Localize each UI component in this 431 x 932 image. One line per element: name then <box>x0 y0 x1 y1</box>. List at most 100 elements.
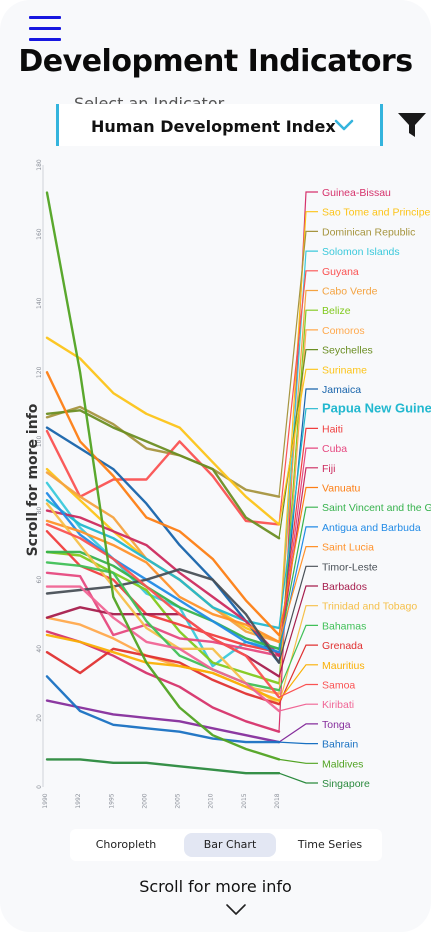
series-label: Saint Vincent and the Grenadines <box>322 502 431 514</box>
series-label: Solomon Islands <box>322 246 400 258</box>
hamburger-menu-icon[interactable] <box>29 16 61 44</box>
series-label: Dominican Republic <box>322 226 415 238</box>
tab-choropleth[interactable]: Choropleth <box>95 838 157 851</box>
series-connector <box>278 585 318 677</box>
series-label: Antigua and Barbuda <box>322 522 421 534</box>
series-line <box>45 699 281 744</box>
series-label: Papua New Guinea <box>322 401 431 416</box>
chevron-down-icon[interactable] <box>225 903 247 917</box>
series-line <box>45 647 281 706</box>
y-tick-label: 120 <box>36 366 43 378</box>
y-tick-label: 140 <box>36 297 43 309</box>
series-connector <box>278 368 318 525</box>
y-tick-label: 60 <box>36 576 43 584</box>
view-tabs: Choropleth Bar Chart Time Series <box>70 829 382 861</box>
series-connector <box>278 624 318 691</box>
series-connector <box>278 741 318 745</box>
series-connector <box>278 427 318 653</box>
series-connector <box>278 408 318 629</box>
series-line <box>45 492 281 654</box>
series-connector <box>278 546 318 643</box>
series-connector <box>278 486 318 636</box>
x-tick-label: 2005 <box>175 793 182 808</box>
series-label: Barbados <box>322 581 367 593</box>
y-axis-title: Scroll for more info <box>25 403 41 557</box>
series-label: Mauritius <box>322 660 365 672</box>
x-tick-label: 1995 <box>108 793 115 808</box>
page-title: Development Indicators <box>18 44 413 79</box>
indicator-select-value: Human Development Index <box>91 117 336 136</box>
series-connector <box>278 683 318 698</box>
line-chart: 0 20 40 60 80 100 120 140 160 180 1990 1992 1995 2000… <box>36 159 431 809</box>
series-label: Trinidad and Tobago <box>322 601 417 613</box>
series-label: Sao Tome and Principe <box>322 207 431 219</box>
series-label: Haiti <box>322 423 343 435</box>
y-tick-label: 40 <box>36 645 43 653</box>
y-tick-label: 20 <box>36 714 43 722</box>
series-line <box>45 336 281 526</box>
series-connector <box>278 605 318 705</box>
x-tick-label: 1992 <box>75 793 82 808</box>
series-line <box>45 429 281 526</box>
x-tick-label: 2010 <box>208 793 215 808</box>
series-label: Guinea-Bissau <box>322 187 391 199</box>
series-label: Grenada <box>322 640 363 652</box>
series-line <box>45 523 281 699</box>
series-line <box>45 499 281 630</box>
series-connector <box>278 250 318 649</box>
series-connector <box>278 644 318 705</box>
y-tick-label: 160 <box>36 228 43 240</box>
scroll-hint: Scroll for more info <box>139 877 292 896</box>
x-tick-label: 2000 <box>141 793 148 808</box>
series-label: Belize <box>322 305 351 317</box>
series-label: Bahamas <box>322 620 366 632</box>
series-line <box>45 519 281 644</box>
series-label: Cuba <box>322 443 347 455</box>
series-label: Singapore <box>322 778 370 790</box>
series-line <box>45 530 281 654</box>
series-line <box>45 585 281 713</box>
tab-bar-chart[interactable]: Bar Chart <box>184 833 276 857</box>
series-connector <box>278 664 318 701</box>
series-line <box>45 191 281 761</box>
series-label: Seychelles <box>322 345 373 357</box>
series-line <box>45 502 281 706</box>
series-label: Maldives <box>322 758 363 770</box>
series-connector <box>278 506 318 649</box>
series-connector <box>278 467 318 656</box>
indicator-select[interactable]: Human Development Index <box>56 104 383 146</box>
series-label: Jamaica <box>322 384 361 396</box>
series-line <box>45 633 281 702</box>
series-connector <box>278 289 318 642</box>
series-label: Saint Lucia <box>322 542 374 554</box>
series-connector <box>278 758 318 764</box>
series-label: Comoros <box>322 325 365 337</box>
y-tick-label: 0 <box>36 785 43 789</box>
series-line <box>45 568 281 664</box>
series-line <box>45 675 281 744</box>
series-line <box>45 509 281 657</box>
series-label: Guyana <box>322 266 359 278</box>
series-line <box>45 550 281 650</box>
series-label: Cabo Verde <box>322 286 378 298</box>
series-label: Vanuatu <box>322 483 360 495</box>
series-connector <box>278 723 318 743</box>
tab-time-series[interactable]: Time Series <box>297 838 363 851</box>
y-tick-label: 100 <box>36 436 43 448</box>
filter-funnel-icon[interactable] <box>397 110 427 140</box>
chart-area: 0 20 40 60 80 100 120 140 160 180 1990 1992 1995 2000… <box>0 150 431 820</box>
y-tick-label: 80 <box>36 507 43 515</box>
series-line <box>45 371 281 637</box>
series-label: Suriname <box>322 364 367 376</box>
series-line <box>45 571 281 657</box>
series-connector <box>278 388 318 663</box>
series-connector <box>278 230 318 497</box>
chevron-down-icon <box>334 119 354 131</box>
series-label: Fiji <box>322 463 335 475</box>
series-label: Tonga <box>322 719 351 731</box>
series-connector <box>278 772 318 784</box>
x-tick-label: 1990 <box>42 793 49 808</box>
x-tick-label: 2018 <box>274 793 281 808</box>
series-line <box>45 550 281 685</box>
